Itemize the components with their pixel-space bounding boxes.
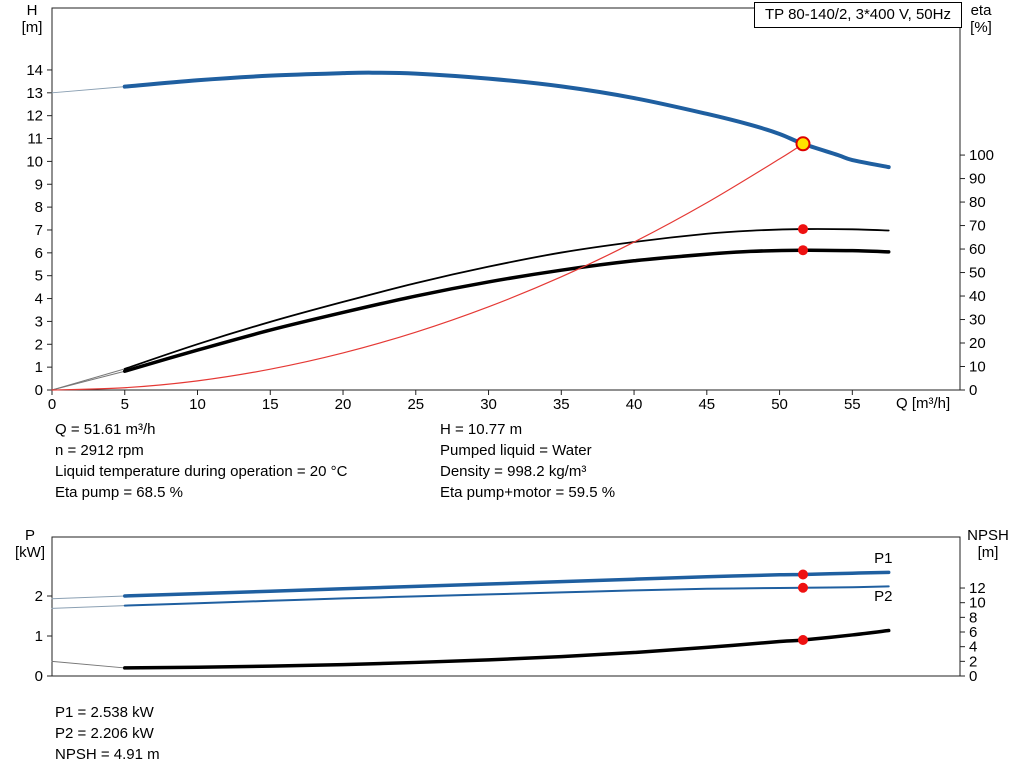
duty-point-qh[interactable]	[795, 136, 811, 152]
info-liquid-temperature: Liquid temperature during operation = 20…	[55, 463, 348, 480]
y-left-tick-label: 12	[26, 108, 43, 125]
x-tick-label: 25	[407, 396, 424, 413]
y-left-tick-label: 4	[35, 291, 43, 308]
plot-frame	[51, 536, 961, 677]
y-right-tick-label: 70	[969, 218, 986, 235]
x-tick-label: 45	[698, 396, 715, 413]
plot-frame	[51, 7, 961, 391]
y-left-tick-label: 11	[27, 131, 43, 148]
y-right-tick-label: 60	[969, 241, 986, 258]
q-axis-title: Q [m³/h]	[896, 395, 951, 412]
y-right-tick-label: 10	[969, 595, 986, 612]
y-right-tick-label: 30	[969, 312, 986, 329]
series-system-curve	[51, 143, 804, 391]
info-speed: n = 2912 rpm	[55, 442, 144, 459]
info-flow: Q = 51.61 m³/h	[55, 421, 156, 438]
y-left-tick-label: 2	[35, 336, 43, 353]
info-head: H = 10.77 m	[440, 421, 523, 438]
y-left-tick-label: 9	[35, 176, 43, 193]
x-tick-label: 30	[480, 396, 497, 413]
y-left-tick-label: 0	[35, 668, 43, 685]
series-qh-leadin	[51, 86, 126, 94]
x-tick-label: 55	[844, 396, 861, 413]
series-p2-leadin	[51, 605, 126, 609]
x-tick-label: 50	[771, 396, 788, 413]
y-left-tick-label: 7	[35, 222, 43, 239]
x-tick-label: 5	[121, 396, 129, 413]
info-eta-pump: Eta pump = 68.5 %	[55, 484, 183, 501]
series-qh-curve	[122, 70, 891, 170]
y-left-tick-label: 1	[35, 359, 43, 376]
series-p1-leadin	[51, 595, 126, 600]
y-left-tick-label: 13	[26, 85, 43, 102]
series-label-P1: P1	[874, 550, 892, 567]
info-npsh: NPSH = 4.91 m	[55, 746, 160, 763]
power-info-block: P1 = 2.538 kW P2 = 2.206 kW NPSH = 4.91 …	[55, 702, 160, 765]
y-right-tick-label: 80	[969, 194, 986, 211]
y-right-tick-label: 100	[969, 147, 994, 164]
series-p1-curve	[123, 570, 891, 598]
y-right-tick-label: 2	[969, 653, 977, 670]
pump-title-box: TP 80-140/2, 3*400 V, 50Hz	[754, 2, 962, 28]
y-right-tick-label: 8	[969, 609, 977, 626]
y-right-tick-label: 10	[969, 359, 986, 376]
series-npsh-curve	[123, 628, 891, 670]
y-left-tick-label: 0	[35, 382, 43, 399]
p-axis-title: P [kW]	[15, 527, 45, 561]
y-left-tick-label: 5	[35, 268, 43, 285]
x-tick-label: 0	[48, 396, 56, 413]
y-left-tick-label: 10	[26, 153, 43, 170]
y-left-tick-label: 6	[35, 245, 43, 262]
qh-eta-chart: 0123456789101112131401020304050607080901…	[26, 7, 994, 413]
duty-point-p2	[797, 582, 808, 593]
y-right-tick-label: 4	[969, 639, 977, 656]
y-right-tick-label: 0	[969, 382, 977, 399]
x-tick-label: 10	[189, 396, 206, 413]
y-left-tick-label: 14	[26, 62, 43, 79]
duty-info-right-column: H = 10.77 m Pumped liquid = Water Densit…	[440, 419, 615, 503]
info-p2: P2 = 2.206 kW	[55, 725, 154, 742]
info-pumped-liquid: Pumped liquid = Water	[440, 442, 592, 459]
x-tick-label: 35	[553, 396, 570, 413]
series-label-P2: P2	[874, 588, 892, 605]
pump-title-label: TP 80-140/2, 3*400 V, 50Hz	[765, 6, 951, 23]
y-right-tick-label: 40	[969, 288, 986, 305]
duty-point-p1	[797, 569, 808, 580]
y-right-tick-label: 20	[969, 335, 986, 352]
y-right-tick-label: 0	[969, 668, 977, 685]
y-right-tick-label: 6	[969, 624, 977, 641]
duty-point-eta-pump	[797, 224, 808, 235]
series-eta-pump-motor-curve	[123, 248, 891, 373]
y-left-tick-label: 8	[35, 199, 43, 216]
duty-point-npsh	[797, 635, 808, 646]
y-left-tick-label: 2	[35, 588, 43, 605]
duty-point-eta-pump-motor	[797, 245, 808, 256]
y-left-tick-label: 3	[35, 313, 43, 330]
x-tick-label: 15	[262, 396, 279, 413]
info-density: Density = 998.2 kg/m³	[440, 463, 587, 480]
npsh-axis-title: NPSH [m]	[967, 527, 1009, 561]
series-p2-curve	[123, 585, 890, 607]
x-tick-label: 20	[335, 396, 352, 413]
y-right-tick-label: 50	[969, 265, 986, 282]
eta-axis-title: eta [%]	[970, 2, 992, 36]
y-right-tick-label: 12	[969, 580, 986, 597]
h-axis-title: H [m]	[21, 2, 43, 36]
info-eta-pump-motor: Eta pump+motor = 59.5 %	[440, 484, 616, 501]
x-tick-label: 40	[626, 396, 643, 413]
duty-info-left-column: Q = 51.61 m³/h n = 2912 rpm Liquid tempe…	[55, 419, 347, 503]
y-left-tick-label: 1	[35, 628, 43, 645]
y-right-tick-label: 90	[969, 171, 986, 188]
series-eta-pump-motor-leadin	[51, 370, 126, 391]
info-p1: P1 = 2.538 kW	[55, 704, 154, 721]
series-npsh-leadin	[51, 660, 126, 669]
